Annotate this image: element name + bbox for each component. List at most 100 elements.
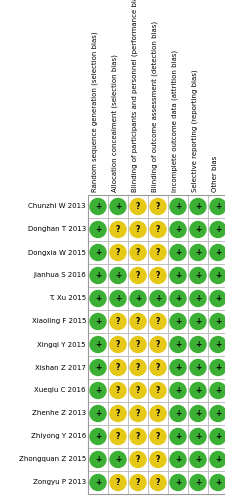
Text: +: + <box>94 202 101 211</box>
Text: +: + <box>214 271 220 280</box>
Circle shape <box>129 314 145 330</box>
Text: +: + <box>134 294 140 303</box>
Text: Other bias: Other bias <box>211 156 217 192</box>
Bar <box>187 333 207 356</box>
Bar <box>207 333 225 356</box>
Bar <box>147 425 167 448</box>
Circle shape <box>189 452 205 468</box>
Text: ?: ? <box>115 317 120 326</box>
Text: ?: ? <box>135 340 140 349</box>
Circle shape <box>90 382 106 398</box>
Circle shape <box>209 360 225 376</box>
Text: +: + <box>174 432 180 441</box>
Text: +: + <box>114 271 121 280</box>
Bar <box>187 356 207 379</box>
Bar <box>207 425 225 448</box>
Circle shape <box>90 268 106 283</box>
Text: ?: ? <box>115 225 120 234</box>
Circle shape <box>110 314 126 330</box>
Circle shape <box>189 198 205 214</box>
Bar <box>167 425 187 448</box>
Text: Donghan T 2013: Donghan T 2013 <box>28 226 86 232</box>
Text: Selective reporting (reporting bias): Selective reporting (reporting bias) <box>191 70 197 192</box>
Circle shape <box>209 336 225 352</box>
Text: ?: ? <box>115 386 120 395</box>
Text: +: + <box>194 202 200 211</box>
Bar <box>127 425 147 448</box>
Circle shape <box>149 268 165 283</box>
Bar <box>88 425 108 448</box>
Bar <box>167 195 187 218</box>
Circle shape <box>149 198 165 214</box>
Text: +: + <box>94 248 101 257</box>
Circle shape <box>110 452 126 468</box>
Bar <box>207 448 225 471</box>
Text: +: + <box>214 294 220 303</box>
Bar <box>147 218 167 241</box>
Text: Blinding of outcome assessment (detection bias): Blinding of outcome assessment (detectio… <box>151 21 157 192</box>
Text: +: + <box>194 409 200 418</box>
Text: +: + <box>94 225 101 234</box>
Circle shape <box>90 336 106 352</box>
Bar <box>207 402 225 425</box>
Circle shape <box>110 268 126 283</box>
Text: +: + <box>194 271 200 280</box>
Text: ?: ? <box>155 225 160 234</box>
Text: ?: ? <box>115 432 120 441</box>
Text: Zhongquan Z 2015: Zhongquan Z 2015 <box>19 456 86 462</box>
Text: Chunzhi W 2013: Chunzhi W 2013 <box>28 204 86 210</box>
Circle shape <box>189 222 205 238</box>
Text: ?: ? <box>115 363 120 372</box>
Text: +: + <box>174 271 180 280</box>
Text: +: + <box>94 363 101 372</box>
Circle shape <box>189 428 205 444</box>
Text: +: + <box>194 363 200 372</box>
Bar <box>88 448 108 471</box>
Text: ?: ? <box>155 478 160 487</box>
Text: ?: ? <box>115 478 120 487</box>
Text: +: + <box>174 478 180 487</box>
Bar <box>187 218 207 241</box>
Text: +: + <box>194 225 200 234</box>
Text: Xueqiu C 2016: Xueqiu C 2016 <box>34 388 86 394</box>
Bar <box>108 425 127 448</box>
Text: +: + <box>174 225 180 234</box>
Text: +: + <box>94 455 101 464</box>
Bar <box>147 379 167 402</box>
Circle shape <box>169 314 185 330</box>
Text: +: + <box>214 248 220 257</box>
Circle shape <box>209 428 225 444</box>
Bar <box>207 264 225 287</box>
Bar <box>147 241 167 264</box>
Text: +: + <box>214 340 220 349</box>
Circle shape <box>189 382 205 398</box>
Text: +: + <box>174 294 180 303</box>
Circle shape <box>149 222 165 238</box>
Bar <box>167 356 187 379</box>
Circle shape <box>149 452 165 468</box>
Text: +: + <box>214 386 220 395</box>
Text: ?: ? <box>155 248 160 257</box>
Text: Blinding of participants and personnel (performance bias): Blinding of participants and personnel (… <box>131 0 137 192</box>
Circle shape <box>149 382 165 398</box>
Bar <box>187 195 207 218</box>
Bar <box>207 195 225 218</box>
Circle shape <box>90 428 106 444</box>
Bar <box>207 379 225 402</box>
Text: Zhiyong Y 2016: Zhiyong Y 2016 <box>31 434 86 440</box>
Bar <box>147 310 167 333</box>
Circle shape <box>189 314 205 330</box>
Text: ?: ? <box>115 340 120 349</box>
Bar <box>147 356 167 379</box>
Text: Incomplete outcome data (attrition bias): Incomplete outcome data (attrition bias) <box>171 50 177 192</box>
Text: +: + <box>174 455 180 464</box>
Text: +: + <box>174 202 180 211</box>
Circle shape <box>129 360 145 376</box>
Text: +: + <box>214 478 220 487</box>
Text: ?: ? <box>135 271 140 280</box>
Text: +: + <box>174 248 180 257</box>
Bar <box>88 402 108 425</box>
Circle shape <box>189 336 205 352</box>
Bar <box>88 195 225 494</box>
Text: +: + <box>174 317 180 326</box>
